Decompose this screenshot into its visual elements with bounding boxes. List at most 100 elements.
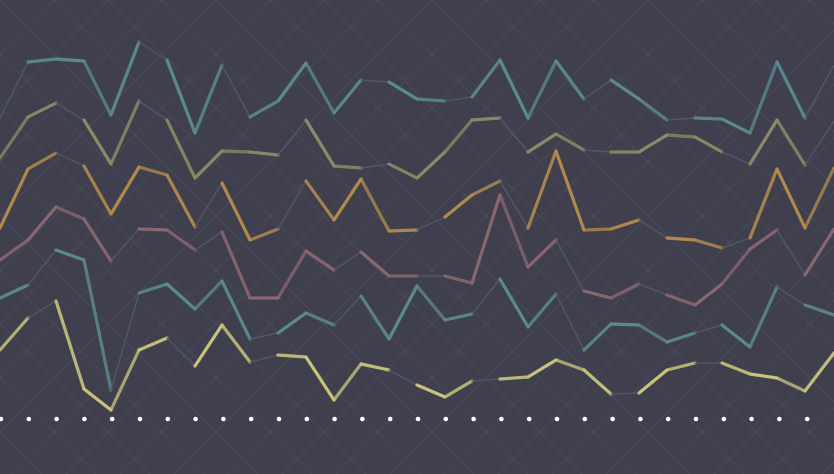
- line-segment: [109, 40, 141, 117]
- line-segment: [748, 372, 779, 380]
- line-segment: [555, 293, 585, 351]
- dot: [582, 416, 588, 422]
- line-segment: [665, 331, 697, 344]
- line-segment: [248, 227, 280, 242]
- line-segment: [387, 284, 419, 341]
- line-segment: [387, 80, 419, 101]
- line-segment: [748, 60, 779, 135]
- dot: [54, 416, 59, 422]
- line-segment: [416, 216, 446, 231]
- dot: [638, 416, 643, 422]
- line-segment: [776, 229, 806, 276]
- line-segment: [803, 303, 834, 317]
- line-segment: [82, 387, 113, 412]
- line-segment: [220, 230, 252, 300]
- line-segment: [748, 118, 779, 166]
- line-segment: [82, 217, 113, 263]
- line-segment: [526, 59, 558, 120]
- line-segment: [248, 99, 280, 119]
- line-segment: [526, 149, 558, 230]
- line-segment: [193, 149, 224, 180]
- line-segment: [26, 205, 58, 242]
- dot: [443, 416, 449, 422]
- line-segment: [582, 227, 613, 232]
- line-segment: [193, 279, 224, 311]
- line-segment: [276, 353, 308, 359]
- line-segment: [748, 285, 779, 349]
- line-segment: [304, 61, 336, 115]
- line-segment: [137, 165, 169, 177]
- line-segment: [554, 132, 586, 152]
- dot: [332, 416, 337, 422]
- line-segment: [304, 355, 336, 402]
- line-segment: [804, 120, 834, 166]
- line-segment: [609, 282, 641, 300]
- dot: [749, 416, 754, 422]
- line-6: [0, 299, 834, 412]
- line-segment: [498, 375, 530, 381]
- dot: [165, 416, 171, 422]
- line-segment: [387, 162, 419, 180]
- line-segment: [775, 167, 807, 230]
- line-segment: [582, 322, 613, 352]
- dot: [721, 416, 727, 422]
- line-segment: [609, 322, 641, 327]
- line-segment: [610, 392, 640, 395]
- line-segment: [720, 323, 752, 349]
- line-segment: [54, 248, 86, 262]
- line-segment: [387, 228, 419, 233]
- line-segment: [721, 237, 751, 249]
- line-segment: [526, 292, 558, 329]
- line-segment: [443, 193, 474, 219]
- line-segment: [803, 227, 834, 277]
- line-segment: [109, 348, 141, 412]
- line-segment: [554, 358, 586, 372]
- line-segment: [499, 180, 529, 229]
- line-segment: [665, 133, 697, 139]
- line-segment: [26, 57, 58, 64]
- line-segment: [54, 57, 86, 63]
- line-segment: [443, 118, 474, 154]
- line-segment: [137, 282, 169, 295]
- line-1: [0, 40, 834, 135]
- line-segment: [248, 150, 280, 157]
- line-segment: [165, 58, 197, 135]
- line-segment: [637, 97, 669, 122]
- line-segment: [249, 332, 279, 340]
- line-segment: [0, 238, 30, 262]
- dot: [610, 416, 615, 422]
- line-segment: [609, 218, 641, 231]
- line-segment: [333, 251, 362, 271]
- line-segment: [775, 118, 807, 167]
- line-segment: [637, 323, 669, 344]
- line-segment: [166, 337, 196, 367]
- dot: [499, 416, 504, 422]
- dot: [137, 416, 143, 422]
- line-segment: [471, 378, 501, 382]
- line-segment: [82, 118, 113, 166]
- dot: [26, 416, 32, 422]
- line-segment: [0, 167, 30, 230]
- line-segment: [26, 151, 58, 171]
- line-segment: [27, 300, 57, 319]
- line-segment: [137, 336, 169, 352]
- line-segment: [415, 150, 447, 180]
- line-segment: [498, 193, 530, 269]
- line-segment: [165, 228, 197, 252]
- lines-layer: [0, 40, 834, 412]
- line-segment: [359, 362, 391, 372]
- line-segment: [804, 64, 834, 119]
- line-segment: [666, 117, 696, 121]
- line-3: [0, 149, 834, 250]
- line-segment: [470, 179, 502, 197]
- line-segment: [693, 282, 724, 307]
- line-segment: [748, 228, 779, 251]
- line-segment: [470, 193, 502, 285]
- line-segment: [0, 115, 30, 160]
- line-segment: [304, 311, 336, 327]
- dot: [526, 416, 532, 422]
- line-segment: [554, 59, 586, 101]
- line-segment: [220, 279, 252, 341]
- line-segment: [638, 219, 668, 239]
